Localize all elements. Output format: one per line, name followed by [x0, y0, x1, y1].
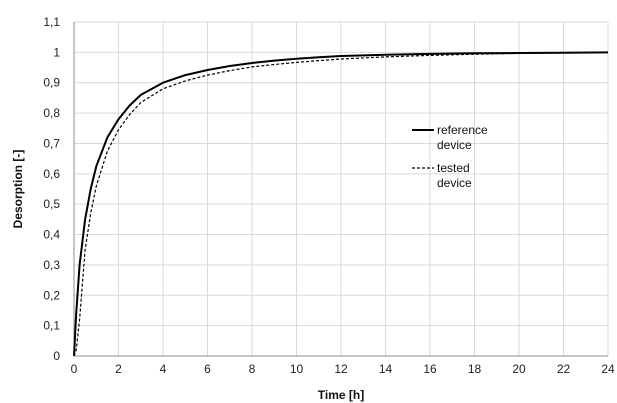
series-line-tested-device — [73, 51, 609, 357]
x-axis-title: Time [h] — [318, 388, 364, 402]
y-tick-label: 0,6 — [43, 167, 60, 181]
y-tick-label: 0 — [53, 349, 60, 363]
x-tick-label: 16 — [423, 362, 437, 376]
x-tick-label: 22 — [557, 362, 571, 376]
y-tick-label: 1 — [53, 45, 60, 59]
x-tick-label: 0 — [71, 362, 78, 376]
y-tick-label: 0,3 — [43, 258, 60, 272]
x-tick-label: 18 — [468, 362, 482, 376]
x-tick-label: 14 — [379, 362, 393, 376]
y-tick-label: 0,5 — [43, 197, 60, 211]
x-tick-label: 2 — [115, 362, 122, 376]
y-tick-label: 0,4 — [43, 228, 60, 242]
y-tick-label: 0,2 — [43, 288, 60, 302]
x-tick-label: 4 — [160, 362, 167, 376]
chart-axes — [73, 22, 608, 357]
x-tick-label: 8 — [249, 362, 256, 376]
legend-label: reference — [437, 123, 488, 137]
x-tick-label: 10 — [290, 362, 304, 376]
x-tick-label: 12 — [334, 362, 348, 376]
y-axis-title: Desorption [-] — [11, 150, 25, 229]
legend-label: device — [437, 138, 472, 152]
x-tick-label: 24 — [601, 362, 615, 376]
x-tick-label: 20 — [512, 362, 526, 376]
chart-gridlines — [74, 21, 609, 356]
y-tick-label: 0,7 — [43, 136, 60, 150]
chart-tick-labels: 0 2 4 6 8 10 12 14 16 18 20 22 2400,10,20,30,40,50,6… — [43, 15, 615, 376]
legend-label: tested — [437, 161, 470, 175]
y-tick-label: 1,1 — [43, 15, 60, 29]
y-tick-label: 0,8 — [43, 106, 60, 120]
chart-series-lines — [73, 51, 609, 357]
legend-label: device — [437, 176, 472, 190]
x-tick-label: 6 — [204, 362, 211, 376]
y-tick-label: 0,1 — [43, 319, 60, 333]
y-tick-label: 0,9 — [43, 76, 60, 90]
series-line-reference-device — [73, 51, 609, 357]
